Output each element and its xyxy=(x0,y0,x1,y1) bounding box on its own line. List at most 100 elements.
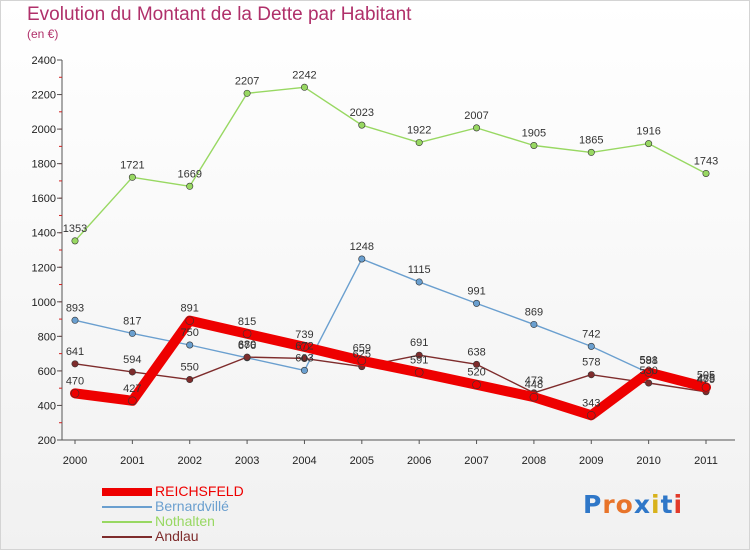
legend-swatch xyxy=(102,521,152,523)
data-label-andlau: 594 xyxy=(123,354,141,366)
y-tick-label: 1000 xyxy=(32,297,56,309)
legend-label: REICHSFELD xyxy=(155,483,244,499)
data-point-reichsfeld xyxy=(242,329,252,339)
y-tick-label: 1400 xyxy=(32,228,56,240)
data-label-andlau: 691 xyxy=(410,337,428,349)
data-label-reichsfeld: 591 xyxy=(410,354,428,366)
data-point-bernardville xyxy=(530,320,538,328)
x-tick-label: 2005 xyxy=(350,455,374,467)
series-line-nothalten xyxy=(74,86,707,242)
data-point-andlau xyxy=(71,360,79,368)
data-label-nothalten: 1905 xyxy=(522,128,546,140)
y-tick-label: 2000 xyxy=(32,124,56,136)
data-label-andlau: 530 xyxy=(639,365,657,377)
data-label-andlau: 672 xyxy=(295,340,313,352)
data-label-nothalten: 1916 xyxy=(636,126,660,138)
data-point-andlau xyxy=(415,351,423,359)
data-label-andlau: 473 xyxy=(525,375,543,387)
data-point-reichsfeld xyxy=(128,396,137,406)
y-tick-label: 2400 xyxy=(32,55,56,67)
data-label-bernardville: 588 xyxy=(639,355,657,367)
y-tick-label: 800 xyxy=(38,331,56,343)
chart-subtitle: (en €) xyxy=(27,27,59,41)
chart-title: Evolution du Montant de la Dette par Hab… xyxy=(27,4,412,25)
data-point-reichsfeld xyxy=(586,410,596,420)
data-label-bernardville: 750 xyxy=(181,327,199,339)
data-label-bernardville: 991 xyxy=(467,285,485,297)
data-point-andlau xyxy=(128,368,136,376)
series-line-reichsfeld xyxy=(70,315,711,421)
data-point-andlau xyxy=(473,360,481,368)
data-label-reichsfeld: 470 xyxy=(66,375,84,387)
y-tick-label: 1200 xyxy=(32,262,56,274)
x-tick-label: 2002 xyxy=(177,455,201,467)
data-label-nothalten: 1865 xyxy=(579,134,603,146)
data-label-reichsfeld: 448 xyxy=(525,379,543,391)
data-point-andlau xyxy=(645,379,653,387)
x-tick-label: 2000 xyxy=(63,455,87,467)
data-point-nothalten xyxy=(473,124,481,132)
data-label-andlau: 680 xyxy=(238,339,256,351)
data-label-reichsfeld: 891 xyxy=(181,303,199,315)
y-tick-label: 400 xyxy=(38,400,56,412)
data-label-nothalten: 1922 xyxy=(407,125,431,137)
data-label-bernardville: 869 xyxy=(525,306,543,318)
data-point-reichsfeld xyxy=(644,368,653,377)
y-tick-label: 1600 xyxy=(32,193,56,205)
data-point-andlau xyxy=(587,371,595,379)
data-label-reichsfeld: 815 xyxy=(238,316,256,328)
x-tick-label: 2006 xyxy=(407,455,431,467)
legend-label: Andlau xyxy=(155,528,199,544)
data-point-bernardville xyxy=(71,316,79,324)
data-label-bernardville: 742 xyxy=(582,328,600,340)
data-point-nothalten xyxy=(358,121,366,129)
data-label-bernardville: 1115 xyxy=(408,264,431,276)
data-label-reichsfeld: 659 xyxy=(353,343,371,355)
data-point-bernardville xyxy=(186,341,194,349)
data-point-nothalten xyxy=(702,169,710,177)
legend-swatch xyxy=(102,488,152,496)
data-label-reichsfeld: 343 xyxy=(582,397,600,409)
data-point-reichsfeld xyxy=(185,316,195,325)
legend-swatch xyxy=(102,506,152,508)
x-tick-label: 2010 xyxy=(636,455,660,467)
data-label-reichsfeld: 739 xyxy=(295,329,313,341)
x-tick-label: 2004 xyxy=(292,455,316,467)
data-point-nothalten xyxy=(587,148,595,156)
data-label-andlau: 578 xyxy=(582,357,600,369)
data-label-bernardville: 893 xyxy=(66,302,84,314)
data-label-nothalten: 1353 xyxy=(63,223,87,235)
x-tick-label: 2009 xyxy=(579,455,603,467)
data-point-reichsfeld xyxy=(472,380,481,390)
data-label-reichsfeld: 520 xyxy=(467,367,485,379)
x-tick-label: 2003 xyxy=(235,455,259,467)
data-label-bernardville: 1248 xyxy=(350,241,374,253)
proxiti-logo: Proxiti xyxy=(583,490,684,519)
data-point-nothalten xyxy=(645,140,653,148)
x-tick-label: 2001 xyxy=(120,455,144,467)
data-label-andlau: 638 xyxy=(467,346,485,358)
data-label-andlau: 625 xyxy=(353,349,371,361)
data-point-reichsfeld xyxy=(300,342,309,352)
data-point-bernardville xyxy=(587,342,595,350)
legend-swatch xyxy=(102,536,152,538)
data-point-reichsfeld xyxy=(701,383,711,392)
data-point-andlau xyxy=(243,353,251,361)
data-point-nothalten xyxy=(71,237,79,245)
data-point-nothalten xyxy=(128,173,136,181)
data-point-reichsfeld xyxy=(414,368,424,377)
data-point-nothalten xyxy=(243,89,251,97)
data-label-andlau: 479 xyxy=(697,374,715,386)
data-point-andlau xyxy=(300,354,308,362)
data-label-bernardville: 603 xyxy=(295,352,313,364)
x-tick-label: 2008 xyxy=(522,455,546,467)
legend-label: Bernardvillé xyxy=(155,498,229,514)
data-label-reichsfeld: 427 xyxy=(123,383,141,395)
data-point-nothalten xyxy=(530,142,538,150)
data-label-nothalten: 2023 xyxy=(350,107,374,119)
data-label-nothalten: 1669 xyxy=(177,168,201,180)
data-point-bernardville xyxy=(415,278,423,286)
data-point-reichsfeld xyxy=(357,356,367,366)
